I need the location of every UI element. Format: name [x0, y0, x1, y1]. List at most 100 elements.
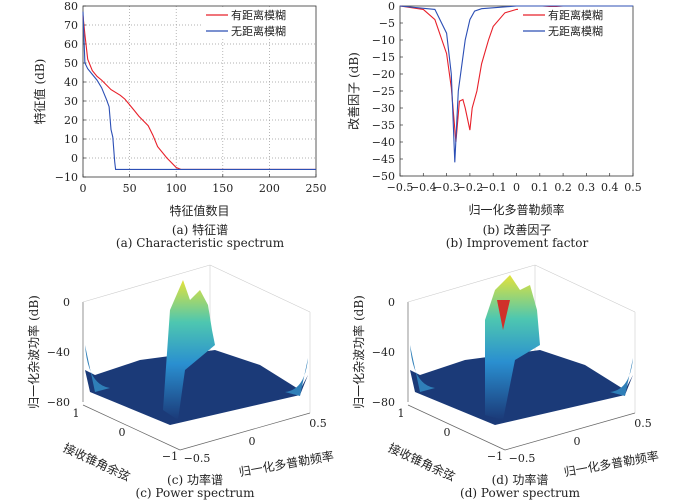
x-tick-label: −0.1 — [480, 181, 507, 194]
surface-floor — [410, 350, 633, 425]
legend-bg — [201, 23, 315, 39]
x-tick-label: 0.5 — [309, 417, 327, 430]
x-tick-label: −0.5 — [184, 452, 211, 465]
y-tick-label: 0 — [119, 426, 126, 439]
x-tick-label: 0.3 — [578, 181, 596, 194]
legend-label: 有距离模糊 — [548, 8, 603, 22]
x-tick-label: 0.1 — [531, 181, 549, 194]
y-tick-label: −25 — [372, 85, 395, 98]
z-axis-label: 归一化杂波功率 (dB) — [26, 295, 41, 409]
series-line-1 — [82, 15, 316, 170]
y-axis — [82, 404, 181, 451]
surface-plot — [82, 264, 311, 451]
box-edge — [407, 264, 536, 303]
y-tick-label: −1 — [487, 450, 503, 463]
surface-ridge — [485, 275, 540, 420]
surface-edge-right — [610, 358, 633, 396]
x-tick-label: −0.3 — [433, 181, 460, 194]
y-axis-label: 改善因子 (dB) — [346, 52, 361, 130]
surface-edge-right — [285, 358, 308, 396]
plot-frame — [82, 5, 317, 178]
caption-d-cn: (d) 功率谱 — [491, 473, 549, 487]
legend-label: 有距离模糊 — [231, 8, 286, 22]
z-tick-label: −40 — [372, 346, 395, 359]
x-tick-label: −0.4 — [410, 181, 437, 194]
y-tick-label: 80 — [64, 0, 78, 13]
x-tick-label: 100 — [166, 182, 187, 195]
y-tick-label: 1 — [398, 407, 405, 420]
y-tick-label: −5 — [379, 17, 395, 30]
box-edge — [534, 264, 636, 313]
x-tick-label: 0.4 — [601, 181, 619, 194]
y-tick-label: −20 — [372, 68, 395, 81]
x-tick-label: 0.2 — [554, 181, 572, 194]
z-axis-label: 归一化杂波功率 (dB) — [351, 295, 366, 409]
x-axis-label: 特征值数目 — [169, 203, 229, 218]
series-line-2 — [399, 5, 633, 163]
y-tick-label: −35 — [372, 119, 395, 132]
x-tick-label: −0.5 — [387, 181, 414, 194]
legend-label: 无距离模糊 — [231, 24, 286, 38]
x-tick-label: 0.5 — [634, 417, 652, 430]
y-tick-label: 0 — [71, 152, 78, 165]
y-tick-label: −10 — [55, 171, 78, 184]
y-tick-label: 10 — [64, 133, 78, 146]
y-tick-label: −45 — [372, 153, 395, 166]
y-tick-label: −50 — [372, 170, 395, 183]
caption-c-cn: (c) 功率谱 — [167, 473, 223, 487]
y-tick-label: 70 — [64, 19, 78, 32]
x-tick-label: 0.5 — [624, 181, 642, 194]
y-tick-label: 20 — [64, 114, 78, 127]
surface-edge-left — [410, 345, 435, 392]
x-tick-label: 0 — [574, 435, 581, 448]
box-edge — [209, 264, 311, 313]
caption-b-en: (b) Improvement factor — [445, 236, 589, 250]
y-axis — [407, 404, 506, 451]
y-tick-label: 50 — [64, 57, 78, 70]
y-axis-label: 特征值 (dB) — [32, 59, 47, 125]
y-tick-label: 40 — [64, 76, 78, 89]
y-tick-label: 30 — [64, 95, 78, 108]
caption-d-en: (d) Power spectrum — [460, 486, 580, 500]
x-tick-label: 0 — [249, 435, 256, 448]
caption-a-en: (a) Characteristic spectrum — [115, 236, 285, 250]
surface-ridge — [163, 280, 215, 420]
series-line-1 — [399, 5, 633, 143]
x-tick-label: 200 — [259, 182, 280, 195]
box-edge — [82, 264, 211, 303]
y-tick-label: −1 — [162, 450, 178, 463]
surface-peak — [497, 300, 510, 330]
x-axis-label: 归一化多普勒频率 — [468, 202, 564, 217]
z-tick-label: −80 — [372, 396, 395, 409]
x-tick-label: 150 — [212, 182, 233, 195]
y-tick-label: 0 — [388, 0, 395, 13]
legend-bg — [201, 7, 315, 23]
x-axis — [179, 412, 311, 451]
legend-label: 无距离模糊 — [548, 24, 603, 38]
y-tick-label: −10 — [372, 34, 395, 47]
surface-edge-left — [85, 345, 110, 392]
z-tick-label: 0 — [388, 296, 395, 309]
y-tick-label: 60 — [64, 38, 78, 51]
x-tick-label: −0.2 — [457, 181, 484, 194]
z-tick-label: −40 — [47, 346, 70, 359]
x-tick-label: 250 — [306, 182, 327, 195]
legend-bg — [518, 23, 632, 39]
caption-c-en: (c) Power spectrum — [135, 486, 255, 500]
caption-b-cn: (b) 改善因子 — [482, 223, 552, 237]
y-tick-label: 0 — [444, 426, 451, 439]
surface-floor — [85, 350, 308, 425]
y-tick-label: 1 — [73, 407, 80, 420]
series-line-2 — [82, 11, 316, 170]
x-tick-label: −0.5 — [509, 452, 536, 465]
x-tick-label: 0 — [513, 181, 520, 194]
y-tick-label: −30 — [372, 102, 395, 115]
legend-bg — [518, 7, 632, 23]
x-axis — [504, 412, 636, 451]
y-tick-label: −15 — [372, 51, 395, 64]
y-tick-label: −40 — [372, 136, 395, 149]
x-tick-label: 50 — [123, 182, 137, 195]
surface-plot — [407, 264, 636, 451]
